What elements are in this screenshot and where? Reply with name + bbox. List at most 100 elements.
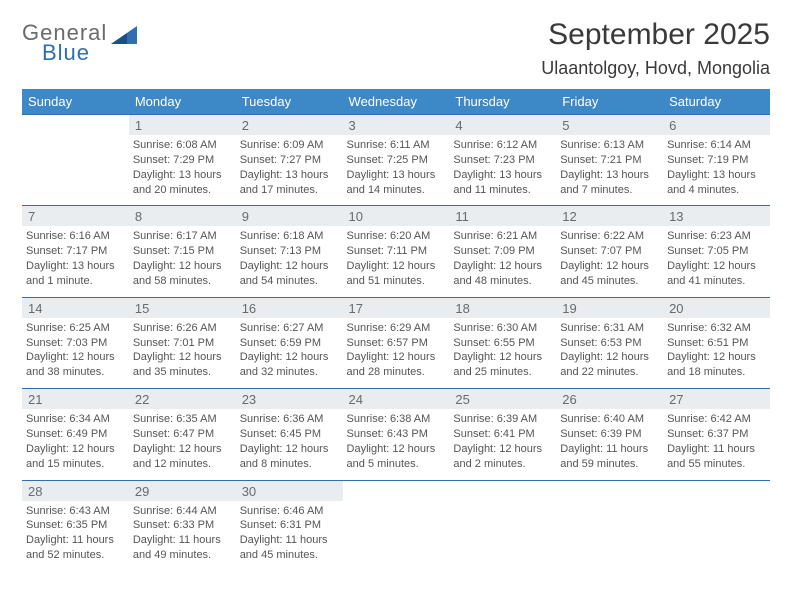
sunrise-text: Sunrise: 6:26 AM [133,321,232,336]
sunset-text: Sunset: 7:19 PM [667,153,766,168]
day-number: 24 [343,389,450,410]
day-number: 19 [556,297,663,318]
sunrise-text: Sunrise: 6:22 AM [560,229,659,244]
day-cell: Sunrise: 6:26 AMSunset: 7:01 PMDaylight:… [129,318,236,389]
daylight-text: Daylight: 12 hours and 15 minutes. [26,442,125,472]
sunset-text: Sunset: 7:07 PM [560,244,659,259]
sunset-text: Sunset: 6:37 PM [667,427,766,442]
sunset-text: Sunset: 6:49 PM [26,427,125,442]
sunrise-text: Sunrise: 6:42 AM [667,412,766,427]
sunset-text: Sunset: 6:39 PM [560,427,659,442]
daylight-text: Daylight: 11 hours and 45 minutes. [240,533,339,563]
page-title: September 2025 [541,18,770,52]
day-cell: Sunrise: 6:40 AMSunset: 6:39 PMDaylight:… [556,409,663,480]
day-cell [343,501,450,571]
day-number: 3 [343,115,450,136]
sunrise-text: Sunrise: 6:29 AM [347,321,446,336]
day-cell: Sunrise: 6:43 AMSunset: 6:35 PMDaylight:… [22,501,129,571]
weekday-header: Tuesday [236,89,343,115]
sunset-text: Sunset: 6:53 PM [560,336,659,351]
sunset-text: Sunset: 7:15 PM [133,244,232,259]
sunrise-text: Sunrise: 6:23 AM [667,229,766,244]
sunset-text: Sunset: 7:27 PM [240,153,339,168]
sunset-text: Sunset: 6:35 PM [26,518,125,533]
day-cell: Sunrise: 6:22 AMSunset: 7:07 PMDaylight:… [556,226,663,297]
day-cell: Sunrise: 6:35 AMSunset: 6:47 PMDaylight:… [129,409,236,480]
sunrise-text: Sunrise: 6:17 AM [133,229,232,244]
day-cell: Sunrise: 6:14 AMSunset: 7:19 PMDaylight:… [663,135,770,206]
sunset-text: Sunset: 7:13 PM [240,244,339,259]
day-detail-row: Sunrise: 6:25 AMSunset: 7:03 PMDaylight:… [22,318,770,389]
day-cell: Sunrise: 6:38 AMSunset: 6:43 PMDaylight:… [343,409,450,480]
day-detail-row: Sunrise: 6:34 AMSunset: 6:49 PMDaylight:… [22,409,770,480]
day-number: 25 [449,389,556,410]
sunset-text: Sunset: 6:47 PM [133,427,232,442]
daylight-text: Daylight: 12 hours and 38 minutes. [26,350,125,380]
day-number: 26 [556,389,663,410]
weekday-header-row: Sunday Monday Tuesday Wednesday Thursday… [22,89,770,115]
daylight-text: Daylight: 12 hours and 18 minutes. [667,350,766,380]
daylight-text: Daylight: 12 hours and 45 minutes. [560,259,659,289]
daylight-text: Daylight: 12 hours and 2 minutes. [453,442,552,472]
daylight-text: Daylight: 12 hours and 28 minutes. [347,350,446,380]
sunrise-text: Sunrise: 6:44 AM [133,504,232,519]
day-number: 8 [129,206,236,227]
day-number: 27 [663,389,770,410]
sunset-text: Sunset: 6:57 PM [347,336,446,351]
day-cell: Sunrise: 6:30 AMSunset: 6:55 PMDaylight:… [449,318,556,389]
day-number: 10 [343,206,450,227]
day-number: 6 [663,115,770,136]
daylight-text: Daylight: 12 hours and 32 minutes. [240,350,339,380]
day-number: 12 [556,206,663,227]
daylight-text: Daylight: 13 hours and 4 minutes. [667,168,766,198]
day-cell: Sunrise: 6:36 AMSunset: 6:45 PMDaylight:… [236,409,343,480]
daylight-text: Daylight: 13 hours and 20 minutes. [133,168,232,198]
daylight-text: Daylight: 12 hours and 58 minutes. [133,259,232,289]
daylight-text: Daylight: 13 hours and 11 minutes. [453,168,552,198]
calendar-table: Sunday Monday Tuesday Wednesday Thursday… [22,89,770,571]
daylight-text: Daylight: 12 hours and 35 minutes. [133,350,232,380]
sunset-text: Sunset: 7:23 PM [453,153,552,168]
logo-triangle-icon [111,26,137,44]
header: General Blue September 2025 Ulaantolgoy,… [22,18,770,79]
sunset-text: Sunset: 6:45 PM [240,427,339,442]
sunrise-text: Sunrise: 6:16 AM [26,229,125,244]
sunset-text: Sunset: 6:43 PM [347,427,446,442]
daylight-text: Daylight: 12 hours and 5 minutes. [347,442,446,472]
day-number: 4 [449,115,556,136]
day-number: 20 [663,297,770,318]
day-number: 28 [22,480,129,501]
daynum-row: 14151617181920 [22,297,770,318]
daylight-text: Daylight: 11 hours and 52 minutes. [26,533,125,563]
day-number [556,480,663,501]
day-number [449,480,556,501]
day-cell: Sunrise: 6:25 AMSunset: 7:03 PMDaylight:… [22,318,129,389]
sunrise-text: Sunrise: 6:27 AM [240,321,339,336]
sunrise-text: Sunrise: 6:46 AM [240,504,339,519]
sunrise-text: Sunrise: 6:21 AM [453,229,552,244]
sunrise-text: Sunrise: 6:30 AM [453,321,552,336]
day-cell [449,501,556,571]
sunrise-text: Sunrise: 6:08 AM [133,138,232,153]
day-detail-row: Sunrise: 6:16 AMSunset: 7:17 PMDaylight:… [22,226,770,297]
day-number [663,480,770,501]
sunset-text: Sunset: 6:59 PM [240,336,339,351]
day-cell: Sunrise: 6:20 AMSunset: 7:11 PMDaylight:… [343,226,450,297]
day-number: 23 [236,389,343,410]
day-number: 14 [22,297,129,318]
weekday-header: Monday [129,89,236,115]
daylight-text: Daylight: 13 hours and 1 minute. [26,259,125,289]
day-cell: Sunrise: 6:09 AMSunset: 7:27 PMDaylight:… [236,135,343,206]
sunrise-text: Sunrise: 6:40 AM [560,412,659,427]
weekday-header: Thursday [449,89,556,115]
day-number: 5 [556,115,663,136]
sunrise-text: Sunrise: 6:14 AM [667,138,766,153]
day-cell [22,135,129,206]
day-number: 16 [236,297,343,318]
day-cell: Sunrise: 6:12 AMSunset: 7:23 PMDaylight:… [449,135,556,206]
day-cell: Sunrise: 6:23 AMSunset: 7:05 PMDaylight:… [663,226,770,297]
sunset-text: Sunset: 6:31 PM [240,518,339,533]
daylight-text: Daylight: 12 hours and 48 minutes. [453,259,552,289]
sunset-text: Sunset: 6:33 PM [133,518,232,533]
sunrise-text: Sunrise: 6:35 AM [133,412,232,427]
